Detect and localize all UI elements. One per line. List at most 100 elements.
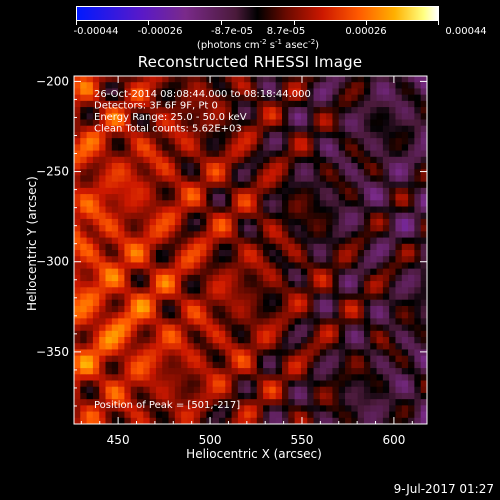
heatmap-cell (338, 144, 346, 152)
heatmap-cell (256, 150, 264, 158)
heatmap-cell (193, 417, 201, 424)
heatmap-cell (225, 144, 233, 152)
heatmap-cell (351, 417, 359, 424)
heatmap-cell (200, 386, 207, 394)
heatmap-cell (313, 281, 321, 288)
heatmap-cell (294, 138, 302, 145)
heatmap-cell (105, 138, 113, 145)
heatmap-cell (357, 330, 365, 338)
heatmap-cell (137, 237, 144, 245)
heatmap-cell (111, 88, 119, 96)
heatmap-cell (124, 82, 132, 90)
heatmap-cell (137, 305, 144, 313)
heatmap-cell (137, 368, 144, 375)
heatmap-cell (401, 343, 409, 351)
heatmap-cell (130, 287, 138, 295)
heatmap-cell (319, 156, 327, 164)
heatmap-cell (149, 274, 157, 282)
heatmap-cell (80, 274, 88, 282)
heatmap-cell (206, 88, 214, 96)
heatmap-cell (269, 107, 277, 114)
heatmap-cell (80, 169, 88, 177)
heatmap-cell (244, 349, 252, 357)
heatmap-cell (250, 355, 258, 363)
heatmap-cell (92, 119, 100, 127)
heatmap-cell (282, 399, 289, 406)
heatmap-cell (357, 169, 365, 177)
heatmap-cell (130, 119, 138, 127)
heatmap-cell (370, 374, 378, 382)
heatmap-cell (149, 218, 157, 226)
heatmap-cell (168, 82, 176, 90)
heatmap-cell (124, 218, 132, 226)
heatmap-cell (212, 125, 220, 133)
heatmap-cell (130, 268, 138, 276)
heatmap-cell (275, 361, 283, 369)
heatmap-cell (250, 411, 258, 419)
heatmap-cell (288, 175, 296, 183)
heatmap-cell (414, 355, 422, 363)
heatmap-cell (351, 150, 359, 158)
heatmap-cell (92, 225, 100, 232)
heatmap-cell (275, 113, 283, 121)
heatmap-cell (351, 131, 359, 139)
heatmap-cell (319, 119, 327, 127)
heatmap-cell (237, 225, 245, 232)
heatmap-cell (370, 392, 378, 400)
heatmap-cell (376, 181, 384, 189)
heatmap-cell (389, 194, 397, 201)
heatmap-cell (124, 212, 132, 220)
heatmap-cell (300, 88, 308, 96)
heatmap-cell (345, 82, 352, 90)
heatmap-cell (326, 169, 334, 177)
heatmap-cell (181, 200, 189, 208)
colorbar-tick-label: -0.00044 (73, 26, 119, 37)
heatmap-cell (351, 411, 359, 419)
heatmap-cell (345, 218, 352, 226)
heatmap-cell (363, 262, 371, 270)
heatmap-cell (237, 274, 245, 282)
heatmap-cell (420, 119, 427, 127)
heatmap-cell (326, 380, 334, 388)
heatmap-cell (137, 144, 144, 152)
heatmap-cell (408, 144, 415, 152)
heatmap-cell (414, 88, 422, 96)
heatmap-cell (282, 287, 289, 295)
heatmap-cell (256, 187, 264, 195)
heatmap-cell (313, 243, 321, 251)
heatmap-cell (74, 150, 81, 158)
heatmap-cell (382, 399, 390, 406)
heatmap-cell (155, 399, 163, 406)
heatmap-cell (130, 194, 138, 201)
heatmap-cell (370, 305, 378, 313)
heatmap-cell (130, 175, 138, 183)
heatmap-cell (193, 187, 201, 195)
heatmap-cell (250, 330, 258, 338)
heatmap-cell (86, 250, 94, 257)
heatmap-cell (99, 119, 107, 127)
heatmap-cell (326, 411, 334, 419)
heatmap-cell (307, 337, 315, 344)
heatmap-cell (149, 206, 157, 214)
heatmap-cell (200, 299, 207, 307)
heatmap-cell (269, 337, 277, 344)
heatmap-cell (288, 156, 296, 164)
heatmap-cell (408, 200, 415, 208)
heatmap-cell (282, 187, 289, 195)
heatmap-cell (130, 274, 138, 282)
heatmap-cell (118, 175, 126, 183)
heatmap-cell (420, 206, 427, 214)
heatmap-cell (414, 411, 422, 419)
heatmap-cell (307, 82, 315, 90)
heatmap-cell (275, 411, 283, 419)
heatmap-cell (244, 169, 252, 177)
heatmap-cell (250, 150, 258, 158)
heatmap-cell (294, 299, 302, 307)
heatmap-cell (206, 194, 214, 201)
heatmap-cell (92, 380, 100, 388)
heatmap-cell (155, 187, 163, 195)
heatmap-cell (74, 361, 81, 369)
heatmap-cell (86, 411, 94, 419)
heatmap-cell (313, 181, 321, 189)
heatmap-cell (181, 337, 189, 344)
